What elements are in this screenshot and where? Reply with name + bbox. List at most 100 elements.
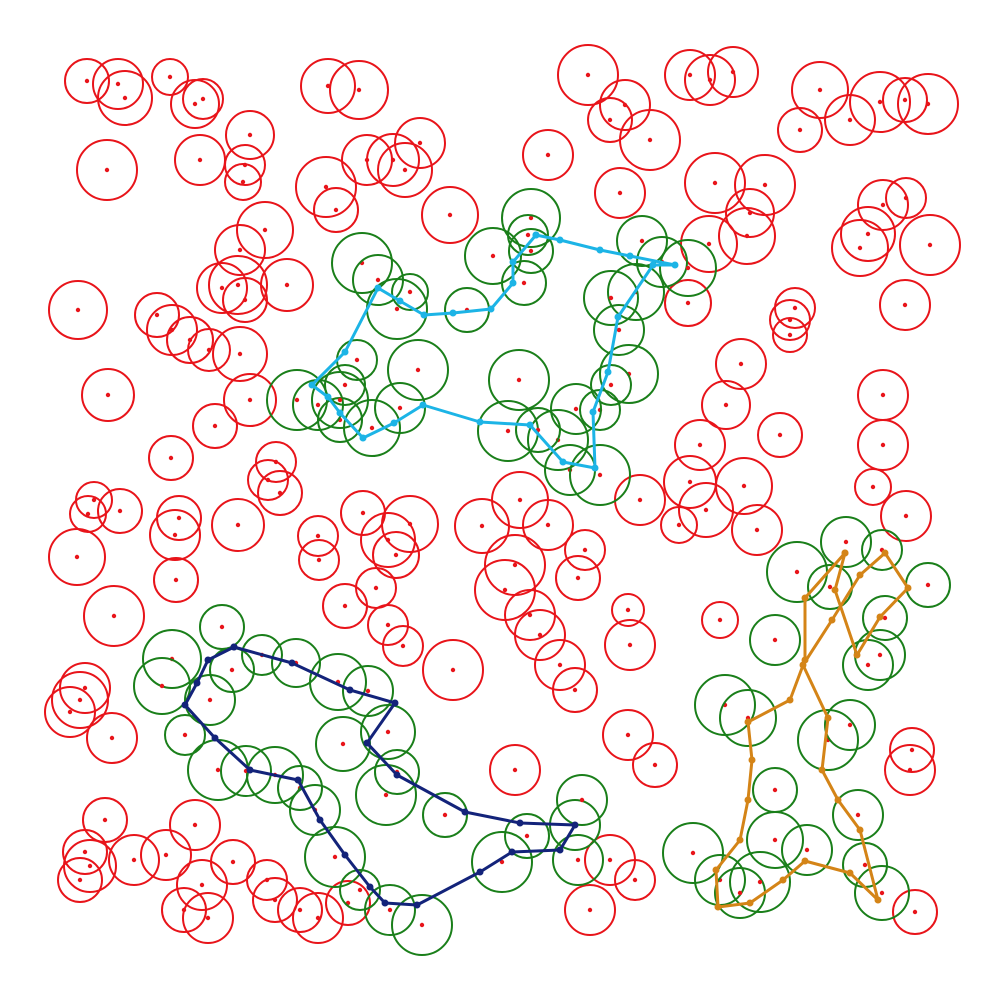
- node-center-dot: [390, 157, 396, 163]
- node-center-dot: [415, 367, 421, 373]
- route-waypoint: [736, 836, 744, 844]
- free-node: [97, 488, 143, 534]
- free-node: [252, 877, 298, 923]
- coverage-ring: [297, 515, 339, 557]
- covered-node: [422, 792, 468, 838]
- free-node: [678, 482, 734, 538]
- route-waypoint: [831, 586, 839, 594]
- node-center-dot: [582, 547, 588, 553]
- coverage-ring: [880, 490, 932, 542]
- node-center-dot: [499, 859, 505, 865]
- coverage-ring: [587, 97, 633, 143]
- coverage-ring: [169, 799, 221, 851]
- free-node: [381, 495, 439, 553]
- covered-node: [616, 215, 668, 267]
- free-node: [174, 134, 226, 186]
- node-center-dot: [163, 852, 169, 858]
- coverage-ring: [781, 824, 833, 876]
- node-center-dot: [342, 603, 348, 609]
- free-node: [82, 797, 128, 843]
- covered-node: [391, 894, 453, 956]
- free-node: [889, 727, 935, 773]
- node-center-dot: [82, 685, 88, 691]
- coverage-ring: [611, 593, 645, 627]
- covered-node: [309, 653, 367, 711]
- route-waypoint: [526, 421, 534, 429]
- node-center-dot: [738, 361, 744, 367]
- route-waypoint: [487, 305, 495, 313]
- coverage-ring: [164, 714, 206, 756]
- free-node: [51, 671, 109, 729]
- free-node: [260, 258, 314, 312]
- coverage-ring: [374, 749, 420, 795]
- route-waypoint: [516, 819, 524, 827]
- node-center-dot: [272, 897, 278, 903]
- node-center-dot: [333, 207, 339, 213]
- node-center-dot: [237, 247, 243, 253]
- coverage-ring: [422, 639, 484, 701]
- coverage-ring: [366, 133, 420, 187]
- node-center-dot: [737, 890, 743, 896]
- coverage-ring: [501, 188, 561, 248]
- node-center-dot: [706, 241, 712, 247]
- route-waypoint: [363, 739, 371, 747]
- coverage-ring: [277, 765, 323, 811]
- route-waypoint: [779, 876, 787, 884]
- coverage-ring: [854, 468, 892, 506]
- route-waypoint: [589, 408, 597, 416]
- coverage-ring: [879, 279, 931, 331]
- coverage-ring: [824, 699, 876, 751]
- covered-node: [862, 595, 908, 641]
- node-center-dot: [772, 837, 778, 843]
- covered-node: [659, 239, 717, 297]
- covered-node: [355, 764, 417, 826]
- node-center-dot: [192, 101, 198, 107]
- free-node: [701, 380, 751, 430]
- coverage-ring: [377, 142, 433, 198]
- node-center-dot: [607, 117, 613, 123]
- coverage-ring: [176, 859, 228, 911]
- node-center-dot: [91, 497, 97, 503]
- route-waypoint: [856, 571, 864, 579]
- route-waypoint: [846, 869, 854, 877]
- node-center-dot: [365, 688, 371, 694]
- route-waypoint: [748, 756, 756, 764]
- free-node: [715, 457, 773, 515]
- node-center-dot: [325, 83, 331, 89]
- free-node: [604, 619, 656, 671]
- covered-node: [187, 739, 249, 801]
- node-center-dot: [843, 539, 849, 545]
- node-center-dot: [505, 428, 511, 434]
- node-center-dot: [397, 405, 403, 411]
- coverage-ring: [64, 58, 110, 104]
- node-center-dot: [182, 732, 188, 738]
- route-waypoint: [801, 594, 809, 602]
- covered-node: [842, 639, 894, 691]
- coverage-ring: [857, 419, 909, 471]
- node-center-dot: [297, 907, 303, 913]
- coverage-ring: [555, 555, 601, 601]
- node-center-dot: [685, 265, 691, 271]
- covered-node: [507, 214, 549, 256]
- coverage-ring: [729, 851, 791, 913]
- coverage-ring: [97, 488, 143, 534]
- node-center-dot: [354, 357, 360, 363]
- node-center-dot: [75, 307, 81, 313]
- node-center-dot: [85, 511, 91, 517]
- coverage-ring: [684, 152, 746, 214]
- free-node: [224, 163, 262, 201]
- coverage-ring: [599, 344, 659, 404]
- coverage-ring: [515, 407, 561, 453]
- free-node: [81, 368, 135, 422]
- covered-node: [854, 629, 906, 681]
- coverage-ring: [83, 585, 145, 647]
- node-center-dot: [240, 179, 246, 185]
- free-node: [48, 528, 106, 586]
- free-node: [151, 58, 189, 96]
- free-node: [892, 889, 938, 935]
- coverage-ring: [394, 117, 446, 169]
- covered-node: [331, 232, 393, 294]
- free-node: [86, 712, 138, 764]
- route-waypoint: [532, 231, 540, 239]
- covered-node: [749, 614, 801, 666]
